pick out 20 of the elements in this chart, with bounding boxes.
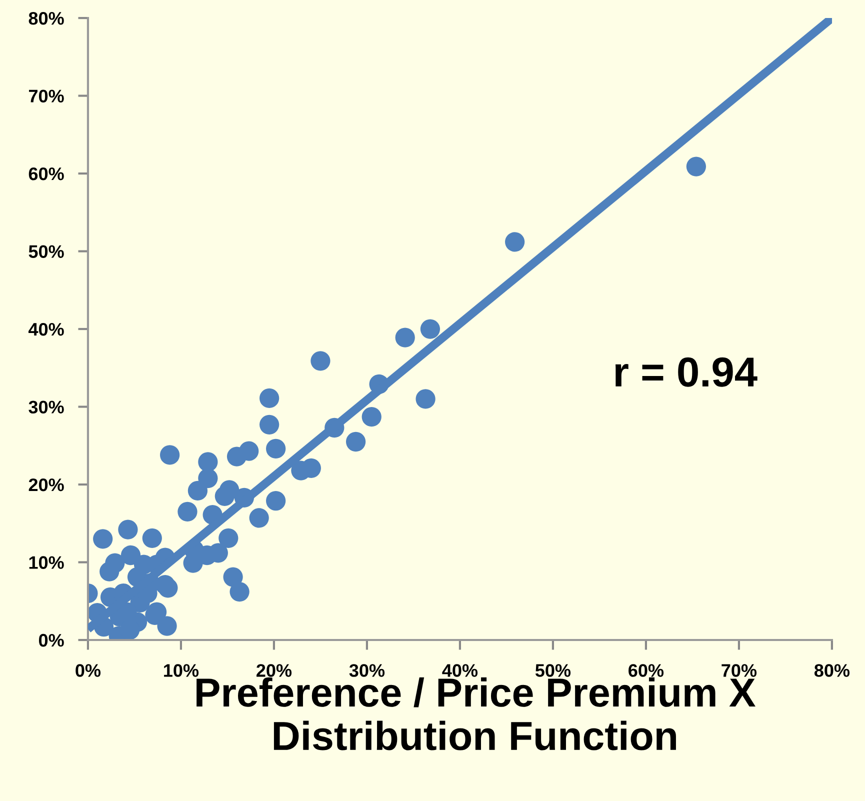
y-tick-label: 10%: [29, 556, 64, 569]
y-tick-label: 60%: [28, 167, 64, 180]
y-tick-label: 20%: [28, 478, 64, 492]
x-tick-label: 20%: [256, 664, 292, 677]
y-tick-label: 40%: [28, 322, 64, 336]
x-tick-label: 10%: [164, 664, 199, 677]
y-tick-label: 70%: [29, 90, 64, 102]
x-tick-label: 60%: [628, 664, 664, 677]
x-tick-label: 70%: [722, 664, 757, 677]
y-tick-label: 50%: [28, 245, 64, 258]
x-axis-title: Preference / Price Premium X Distribution Function: [196, 677, 756, 750]
x-tick-label: 50%: [535, 664, 571, 677]
annotation: r = 0.94: [616, 357, 758, 387]
x-tick-label: 0%: [76, 664, 101, 677]
y-tick-label: 0%: [38, 634, 64, 647]
y-tick-label: 30%: [28, 400, 64, 414]
y-tick-label: 80%: [28, 12, 64, 25]
x-tick-label: 40%: [442, 664, 478, 677]
x-tick-label: 30%: [349, 664, 385, 677]
x-tick-label: 80%: [814, 664, 850, 677]
